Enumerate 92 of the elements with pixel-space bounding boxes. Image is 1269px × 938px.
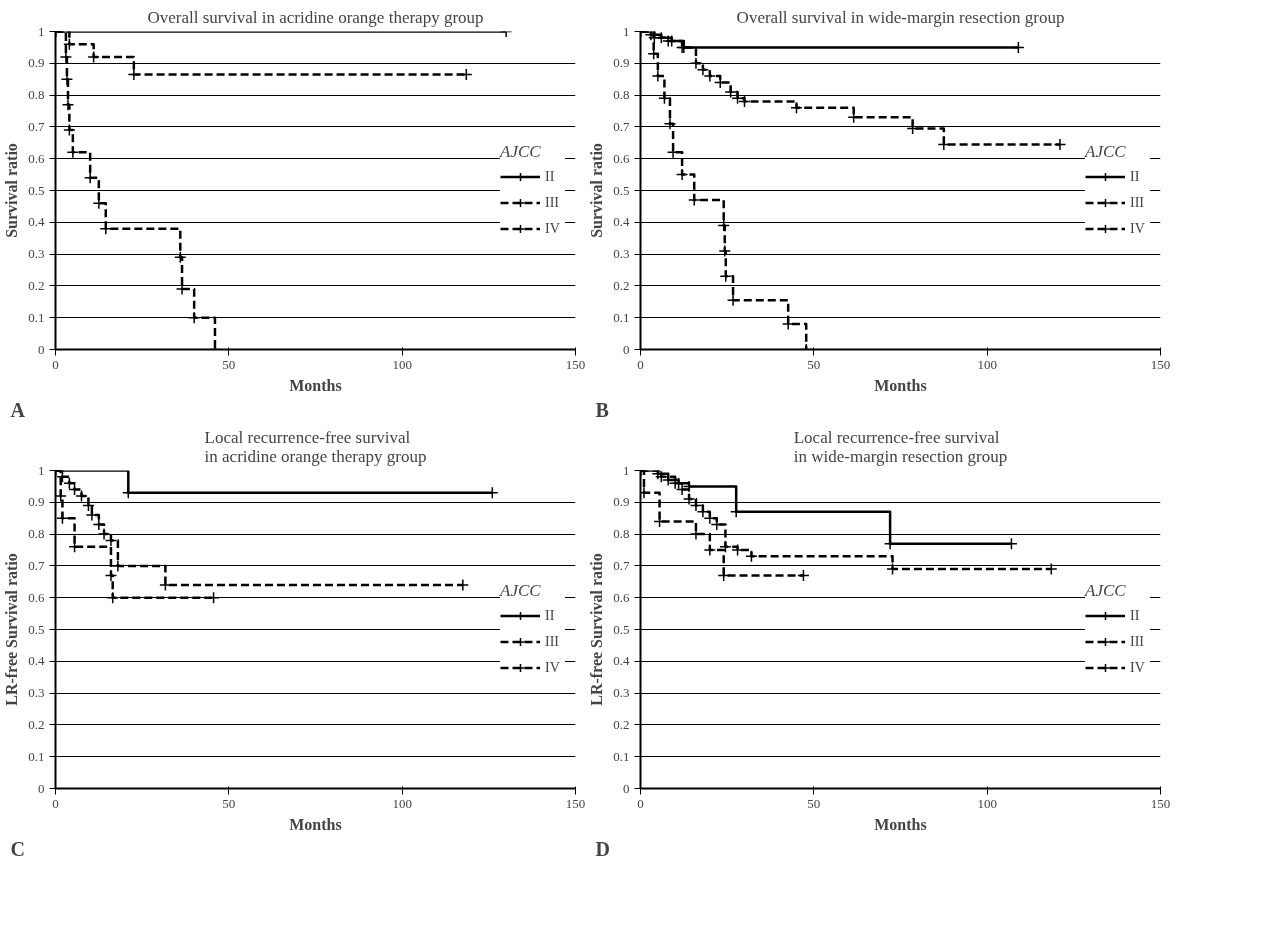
y-tick-label: 0.7 — [28, 118, 45, 134]
x-tick-label: 0 — [637, 356, 644, 372]
legend-label: III — [545, 633, 560, 650]
y-tick-label: 0.1 — [28, 748, 45, 764]
text: C — [10, 837, 25, 860]
y-tick-label: 0.5 — [28, 182, 45, 198]
y-tick-label: 0.3 — [28, 685, 45, 701]
y-tick-label: 0.4 — [28, 214, 45, 230]
x-axis-title: Months — [289, 376, 342, 394]
y-tick-label: 0.1 — [613, 748, 630, 764]
text: A — [10, 398, 26, 421]
legend-title: AJCC — [500, 141, 542, 162]
y-axis-title: LR-free Survival ratio — [3, 553, 21, 706]
x-axis-title: Months — [874, 815, 927, 833]
x-tick-label: 50 — [222, 356, 236, 372]
legend-label: III — [545, 194, 560, 211]
text: B — [595, 398, 609, 421]
x-tick-label: 0 — [52, 795, 59, 811]
legend-label: IV — [1130, 659, 1146, 676]
y-tick-label: 0.7 — [613, 557, 630, 573]
x-axis-title: Months — [289, 815, 342, 833]
y-tick-label: 0.2 — [613, 277, 630, 293]
x-tick-label: 150 — [565, 356, 586, 372]
legend-label: II — [545, 607, 556, 624]
y-axis-title: Survival ratio — [3, 143, 21, 238]
y-tick-label: 0.9 — [613, 494, 630, 510]
y-tick-label: 0.4 — [613, 653, 630, 669]
y-tick-label: 0.9 — [28, 55, 45, 71]
legend-label: II — [1130, 168, 1141, 185]
legend-label: III — [1130, 194, 1145, 211]
y-tick-label: 0 — [623, 780, 630, 796]
y-tick-label: 1 — [38, 462, 45, 478]
y-tick-label: 0.3 — [613, 685, 630, 701]
y-tick-label: 0 — [38, 780, 45, 796]
y-tick-label: 0.2 — [28, 277, 45, 293]
x-axis-title: Months — [874, 376, 927, 394]
y-tick-label: 0.2 — [613, 716, 630, 732]
y-tick-label: 0.5 — [613, 621, 630, 637]
y-tick-label: 0.8 — [613, 526, 630, 542]
y-tick-label: 0.3 — [28, 246, 45, 262]
x-tick-label: 100 — [977, 356, 997, 372]
y-tick-label: 0.5 — [28, 621, 45, 637]
x-tick-label: 50 — [807, 795, 821, 811]
chart-title: Overall survival in acridine orange therapy group — [147, 7, 484, 27]
x-tick-label: 150 — [1150, 356, 1171, 372]
x-tick-label: 0 — [52, 356, 59, 372]
chart-title: Overall survival in wide-margin resection group — [736, 7, 1065, 27]
y-tick-label: 1 — [623, 462, 630, 478]
y-axis-title: LR-free Survival ratio — [588, 553, 606, 706]
y-tick-label: 0.6 — [28, 589, 45, 605]
x-tick-label: 50 — [222, 795, 236, 811]
y-tick-label: 0 — [623, 341, 630, 357]
y-tick-label: 0.1 — [613, 309, 630, 325]
x-tick-label: 150 — [1150, 795, 1171, 811]
y-tick-label: 0.8 — [28, 87, 45, 103]
x-tick-label: 150 — [565, 795, 586, 811]
y-tick-label: 0.6 — [613, 589, 630, 605]
text: D — [595, 837, 610, 860]
x-tick-label: 100 — [977, 795, 997, 811]
legend-label: III — [1130, 633, 1145, 650]
legend-label: IV — [1130, 220, 1146, 237]
y-tick-label: 0.4 — [613, 214, 630, 230]
y-tick-label: 0.8 — [28, 526, 45, 542]
legend-title: AJCC — [500, 580, 542, 601]
y-tick-label: 1 — [623, 23, 630, 39]
y-tick-label: 0.4 — [28, 653, 45, 669]
x-tick-label: 100 — [392, 795, 412, 811]
legend-label: II — [1130, 607, 1141, 624]
chart-title: Local recurrence-free survival in wide-margin resection group — [793, 427, 1008, 466]
y-tick-label: 0.6 — [613, 150, 630, 166]
y-tick-label: 0.2 — [28, 716, 45, 732]
y-tick-label: 0.9 — [28, 494, 45, 510]
y-tick-label: 0 — [38, 341, 45, 357]
y-tick-label: 0.5 — [613, 182, 630, 198]
legend-label: IV — [545, 659, 561, 676]
y-tick-label: 0.9 — [613, 55, 630, 71]
y-axis-title: Survival ratio — [588, 143, 606, 238]
y-tick-label: 0.6 — [28, 150, 45, 166]
x-tick-label: 0 — [637, 795, 644, 811]
y-tick-label: 0.1 — [28, 309, 45, 325]
x-tick-label: 100 — [392, 356, 412, 372]
legend-label: IV — [545, 220, 561, 237]
y-tick-label: 0.7 — [28, 557, 45, 573]
y-tick-label: 0.8 — [613, 87, 630, 103]
chart-title: Local recurrence-free survival in acridine orange therapy group — [204, 427, 427, 466]
y-tick-label: 0.3 — [613, 246, 630, 262]
y-tick-label: 1 — [38, 23, 45, 39]
x-tick-label: 50 — [807, 356, 821, 372]
legend-title: AJCC — [1085, 141, 1127, 162]
legend-title: AJCC — [1085, 580, 1127, 601]
legend-label: II — [545, 168, 556, 185]
y-tick-label: 0.7 — [613, 118, 630, 134]
